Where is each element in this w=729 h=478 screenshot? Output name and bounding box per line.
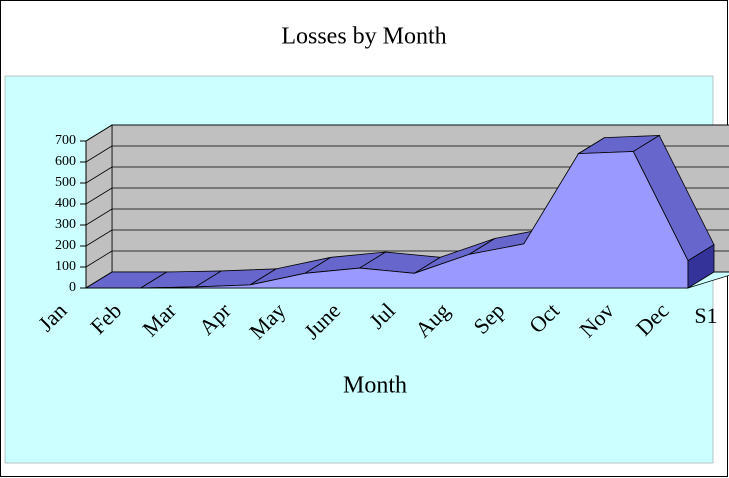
side-wall	[85, 124, 113, 289]
y-tick-label: 0	[69, 280, 76, 295]
grid-line	[85, 229, 113, 247]
grid-line	[85, 187, 113, 205]
y-tick-label: 200	[55, 238, 76, 253]
grid-line	[85, 208, 113, 226]
y-tick-label: 700	[55, 133, 76, 148]
y-tick-label: 400	[55, 196, 76, 211]
y-tick-label: 500	[55, 175, 76, 190]
area-front	[86, 151, 689, 289]
y-tick-label: 300	[55, 217, 76, 232]
grid-line	[85, 250, 113, 268]
grid-line	[85, 145, 113, 163]
y-tick-label: 600	[55, 154, 76, 169]
series-label: S1	[694, 303, 717, 328]
grid-line	[85, 166, 113, 184]
x-axis-label: Month	[343, 373, 407, 399]
grid-line	[85, 124, 113, 142]
y-tick-label: 100	[55, 259, 76, 274]
area-end-cap	[687, 243, 715, 289]
chart-title: Losses by Month	[281, 24, 446, 50]
